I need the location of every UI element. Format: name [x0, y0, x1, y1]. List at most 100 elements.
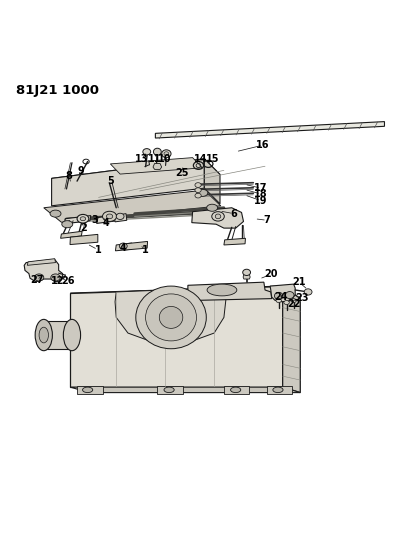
Polygon shape [204, 159, 220, 204]
Ellipse shape [103, 211, 117, 222]
Ellipse shape [143, 149, 151, 155]
Ellipse shape [119, 243, 127, 249]
Polygon shape [61, 231, 82, 238]
Polygon shape [64, 215, 91, 224]
Text: 15: 15 [206, 154, 220, 164]
Text: 1: 1 [142, 245, 149, 255]
Polygon shape [51, 159, 204, 206]
Polygon shape [51, 159, 220, 194]
Ellipse shape [276, 298, 281, 303]
Ellipse shape [195, 183, 201, 188]
Polygon shape [115, 288, 226, 341]
Polygon shape [157, 386, 183, 394]
Ellipse shape [83, 387, 93, 393]
Text: 9: 9 [77, 166, 84, 175]
Ellipse shape [136, 286, 206, 349]
Ellipse shape [159, 306, 183, 328]
Polygon shape [155, 122, 384, 138]
Ellipse shape [207, 204, 218, 211]
Text: 25: 25 [175, 167, 188, 177]
Polygon shape [270, 284, 295, 302]
Polygon shape [116, 243, 132, 251]
Polygon shape [188, 282, 272, 301]
Text: 81J21 1000: 81J21 1000 [17, 84, 99, 98]
Text: 14: 14 [194, 154, 207, 164]
Polygon shape [28, 259, 55, 265]
Text: 11: 11 [148, 154, 162, 164]
Polygon shape [153, 164, 162, 169]
Text: 1: 1 [94, 245, 101, 255]
Ellipse shape [39, 327, 48, 343]
Ellipse shape [274, 292, 283, 300]
Polygon shape [110, 158, 202, 174]
Text: 22: 22 [288, 300, 301, 310]
Ellipse shape [50, 210, 61, 217]
Text: 23: 23 [296, 293, 309, 303]
Text: 27: 27 [30, 275, 44, 285]
Ellipse shape [231, 387, 241, 393]
Text: 8: 8 [66, 172, 73, 181]
Text: 12: 12 [51, 277, 64, 286]
Ellipse shape [197, 189, 208, 196]
Ellipse shape [273, 387, 283, 393]
Polygon shape [77, 386, 103, 394]
Ellipse shape [145, 294, 196, 341]
Polygon shape [224, 238, 246, 245]
Ellipse shape [51, 274, 60, 281]
Text: 3: 3 [91, 215, 98, 225]
Polygon shape [44, 190, 221, 222]
Ellipse shape [164, 152, 169, 156]
Ellipse shape [153, 148, 161, 155]
Text: 24: 24 [274, 292, 287, 302]
Ellipse shape [35, 319, 52, 351]
Polygon shape [70, 286, 300, 305]
Text: 5: 5 [107, 176, 114, 186]
Polygon shape [125, 241, 147, 250]
Polygon shape [192, 208, 244, 228]
Ellipse shape [195, 193, 201, 198]
Text: 7: 7 [264, 215, 270, 225]
Polygon shape [97, 214, 121, 223]
Polygon shape [44, 321, 72, 349]
Ellipse shape [243, 269, 251, 276]
Polygon shape [70, 387, 300, 393]
Polygon shape [224, 386, 250, 394]
Polygon shape [70, 235, 98, 245]
Polygon shape [283, 286, 300, 393]
Ellipse shape [285, 292, 294, 298]
Text: 20: 20 [264, 269, 278, 279]
Ellipse shape [304, 289, 312, 295]
Ellipse shape [116, 213, 124, 220]
Polygon shape [114, 214, 127, 222]
Text: 16: 16 [256, 140, 270, 150]
Text: 26: 26 [61, 277, 75, 286]
Text: 6: 6 [230, 208, 237, 219]
Ellipse shape [212, 212, 224, 221]
Polygon shape [24, 260, 62, 281]
Ellipse shape [195, 188, 201, 192]
Ellipse shape [215, 214, 221, 219]
Ellipse shape [284, 301, 289, 304]
Text: 17: 17 [254, 183, 268, 193]
Polygon shape [70, 286, 283, 387]
Ellipse shape [164, 387, 174, 393]
Ellipse shape [63, 319, 81, 351]
Text: 4: 4 [102, 219, 109, 229]
Ellipse shape [107, 214, 113, 219]
Ellipse shape [162, 150, 171, 158]
Ellipse shape [207, 284, 237, 296]
Text: 21: 21 [292, 277, 306, 287]
Ellipse shape [291, 298, 296, 303]
Ellipse shape [80, 217, 86, 221]
Ellipse shape [34, 274, 44, 281]
Text: 19: 19 [254, 196, 268, 206]
Text: 4: 4 [119, 243, 126, 253]
Text: 13: 13 [135, 154, 149, 164]
Text: 10: 10 [158, 154, 172, 164]
Ellipse shape [62, 221, 73, 228]
Text: 18: 18 [254, 189, 268, 199]
Polygon shape [243, 274, 250, 279]
Text: 2: 2 [80, 223, 87, 233]
Polygon shape [267, 386, 292, 394]
Ellipse shape [77, 214, 89, 223]
